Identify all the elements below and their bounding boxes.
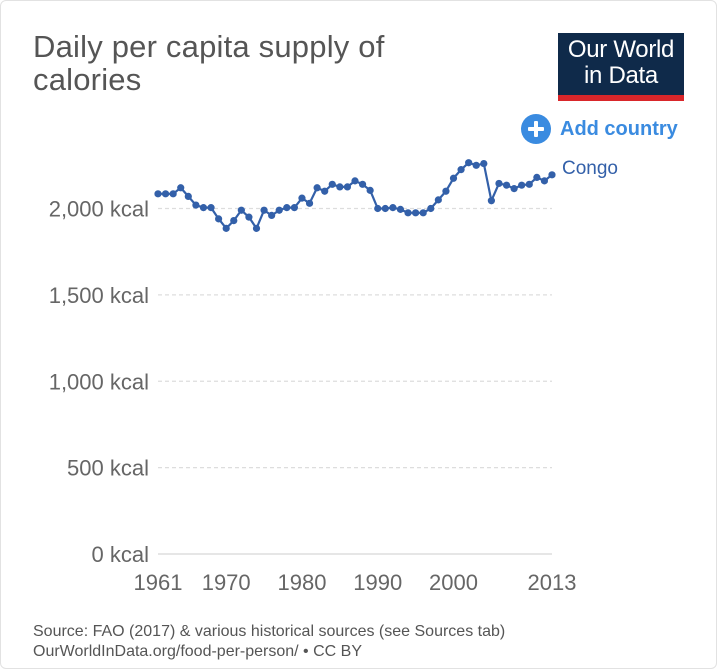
data-point[interactable] <box>283 204 291 212</box>
data-point[interactable] <box>222 224 230 232</box>
data-point[interactable] <box>177 184 185 192</box>
data-point[interactable] <box>480 159 488 168</box>
source-line-1: Source: FAO (2017) & various historical … <box>33 623 506 640</box>
data-point[interactable] <box>465 159 473 167</box>
data-point[interactable] <box>472 161 480 169</box>
data-point[interactable] <box>540 177 549 185</box>
data-point[interactable] <box>457 166 465 174</box>
data-point[interactable] <box>230 216 238 225</box>
data-point[interactable] <box>305 199 314 207</box>
data-point[interactable] <box>502 181 511 189</box>
data-point[interactable] <box>260 206 268 214</box>
data-point[interactable] <box>252 224 261 232</box>
data-point[interactable] <box>199 204 208 212</box>
x-tick-label: 2013 <box>528 570 577 595</box>
x-tick-label: 1961 <box>134 570 183 595</box>
series-label[interactable]: Congo <box>562 158 618 179</box>
logo-accent-bar <box>558 95 684 101</box>
data-point[interactable] <box>184 192 192 201</box>
data-point[interactable] <box>449 174 458 182</box>
data-point[interactable] <box>336 183 344 191</box>
plus-circle-icon <box>521 114 551 144</box>
logo-line-1: Our World <box>567 36 675 63</box>
logo-line-2: in Data <box>584 62 658 89</box>
data-point[interactable] <box>351 177 359 185</box>
source-url-line[interactable]: OurWorldInData.org/food-per-person/ • CC… <box>33 643 362 660</box>
data-point[interactable] <box>487 197 495 205</box>
x-tick-label: 2000 <box>429 570 478 595</box>
data-point[interactable] <box>313 184 321 192</box>
data-point[interactable] <box>442 187 450 195</box>
axes: 0 kcal 500 kcal 1,000 kcal 1,500 kcal 2,000 … <box>49 197 577 596</box>
data-point[interactable] <box>510 185 518 193</box>
data-point[interactable] <box>518 181 526 189</box>
data-point[interactable] <box>381 204 389 213</box>
x-tick-label: 1990 <box>353 570 402 595</box>
data-point[interactable] <box>366 186 374 194</box>
data-point[interactable] <box>169 190 177 198</box>
x-tick-label: 1970 <box>202 570 251 595</box>
y-tick-label: 1,000 kcal <box>49 369 149 394</box>
data-point[interactable] <box>412 209 420 217</box>
data-point[interactable] <box>275 206 283 214</box>
data-point[interactable] <box>533 173 541 182</box>
y-tick-label: 500 kcal <box>67 456 149 481</box>
data-point[interactable] <box>154 190 162 198</box>
data-point[interactable] <box>404 209 412 217</box>
data-point[interactable] <box>358 180 367 188</box>
data-point[interactable] <box>161 190 170 198</box>
y-tick-label: 0 kcal <box>92 542 149 567</box>
data-point[interactable] <box>495 179 503 188</box>
data-point[interactable] <box>434 196 442 204</box>
data-point[interactable] <box>525 180 533 188</box>
add-country-button[interactable]: Add country <box>521 114 678 144</box>
grid-lines <box>158 207 552 469</box>
data-point[interactable] <box>396 205 405 213</box>
source-note: Source: FAO (2017) & various historical … <box>33 622 505 662</box>
y-tick-label: 2,000 kcal <box>49 197 149 222</box>
data-point[interactable] <box>215 215 223 223</box>
data-point[interactable] <box>343 183 352 191</box>
chart-title: Daily per capita supply of calories <box>33 29 385 97</box>
data-point[interactable] <box>374 204 382 213</box>
data-point[interactable] <box>237 206 245 214</box>
data-point[interactable] <box>321 187 329 195</box>
data-point[interactable] <box>419 209 427 217</box>
data-point[interactable] <box>207 204 215 212</box>
data-point[interactable] <box>548 171 556 179</box>
data-point[interactable] <box>290 204 298 212</box>
data-point[interactable] <box>245 213 253 221</box>
add-country-label: Add country <box>560 117 678 140</box>
data-point[interactable] <box>328 180 336 188</box>
data-point[interactable] <box>427 204 435 213</box>
owid-logo[interactable]: Our World in Data <box>558 33 684 101</box>
data-point[interactable] <box>268 211 276 220</box>
x-tick-label: 1980 <box>277 570 326 595</box>
series-layer: Congo <box>154 158 618 232</box>
y-tick-label: 1,500 kcal <box>49 283 149 308</box>
data-point[interactable] <box>192 201 200 209</box>
data-point[interactable] <box>298 194 306 202</box>
data-point[interactable] <box>389 204 397 212</box>
